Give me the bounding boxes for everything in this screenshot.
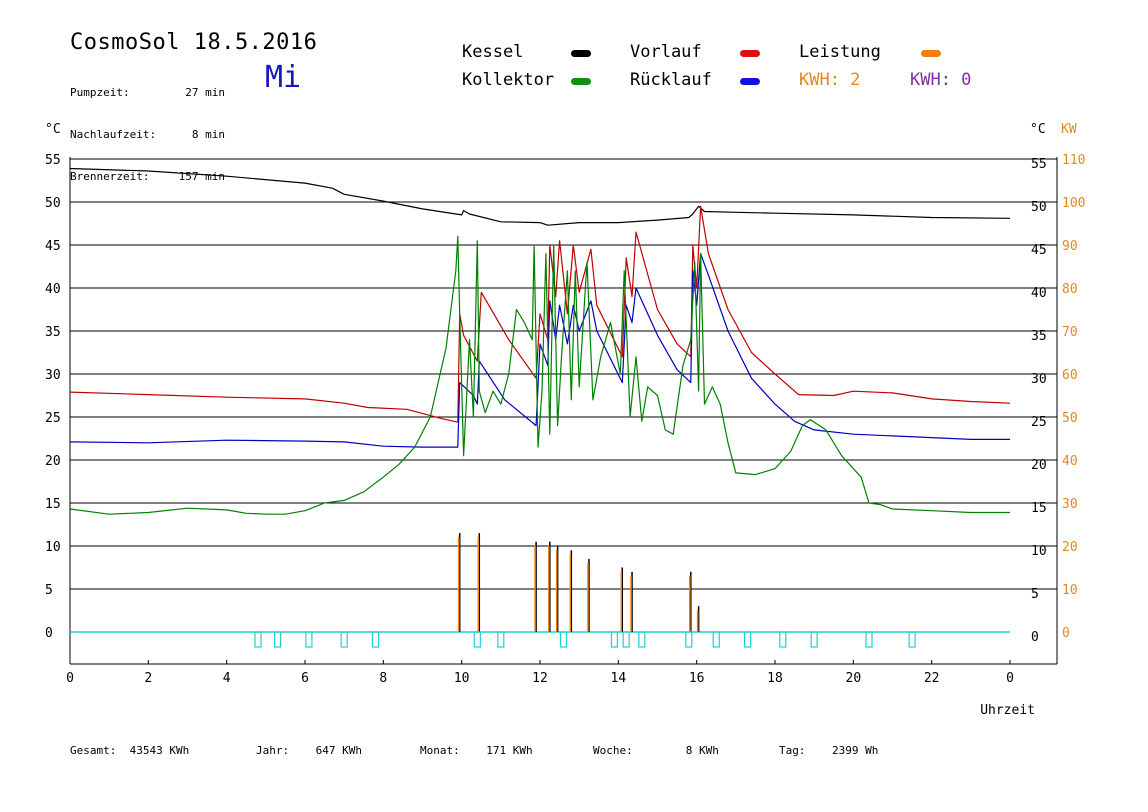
- pump-marker: [371, 631, 380, 648]
- y-tick-label: 25: [45, 411, 61, 426]
- y2-tick-label: 90: [1062, 239, 1078, 254]
- y-tick-label: 20: [45, 454, 61, 469]
- pump-marker: [743, 631, 752, 648]
- x-tick-label: 4: [223, 671, 231, 686]
- y2-tick-label: 30: [1062, 497, 1078, 512]
- legend-swatch-ruecklauf: [740, 78, 760, 85]
- y-tick-label-right: 10: [1031, 544, 1047, 559]
- y-tick-label: 40: [45, 282, 61, 297]
- pump-marker: [254, 631, 262, 648]
- pump-marker: [810, 631, 818, 648]
- pump-marker: [908, 631, 916, 648]
- runtime-info: Pumpzeit: 27 min Nachlaufzeit: 8 min Brenn…: [70, 58, 225, 198]
- y-tick-label: 10: [45, 540, 61, 555]
- y-tick-label: 50: [45, 196, 61, 211]
- legend-swatch-leistung: [921, 50, 941, 57]
- x-tick-label: 18: [767, 671, 783, 686]
- series-line-kollektor: [69, 235, 1010, 515]
- y-tick-label: 35: [45, 325, 61, 340]
- pump-marker: [340, 631, 348, 648]
- x-tick-label: 14: [611, 671, 627, 686]
- weekday-label: Mi: [265, 60, 302, 95]
- y-tick-label-right: 50: [1031, 200, 1047, 215]
- x-tick-label: 12: [532, 671, 548, 686]
- x-tick-label: 6: [301, 671, 309, 686]
- y-tick-label: 55: [45, 153, 61, 168]
- y2-tick-label: 80: [1062, 282, 1078, 297]
- y2-tick-label: 70: [1062, 325, 1078, 340]
- y-tick-label-right: 5: [1031, 587, 1039, 602]
- legend-label-leistung: Leistung: [799, 42, 881, 62]
- pump-marker: [559, 631, 568, 648]
- y2-tick-label: 0: [1062, 626, 1070, 641]
- x-tick-label: 0: [1006, 671, 1014, 686]
- y-tick-label: 0: [45, 626, 53, 641]
- y-axis-unit-right: °C: [1030, 122, 1046, 137]
- x-tick-label: 10: [454, 671, 470, 686]
- y-tick-label-right: 0: [1031, 630, 1039, 645]
- pump-marker: [638, 631, 646, 648]
- x-tick-label: 0: [66, 671, 74, 686]
- y-tick-label: 45: [45, 239, 61, 254]
- y-tick-label-right: 35: [1031, 329, 1047, 344]
- total-gesamt: Gesamt: 43543 KWh: [70, 744, 190, 757]
- y-tick-label-right: 25: [1031, 415, 1047, 430]
- kwh-purple-label: KWH: 0: [910, 70, 972, 90]
- follow-up-time: Nachlaufzeit: 8 min: [70, 128, 225, 141]
- y-axis-unit-left: °C: [45, 122, 61, 137]
- y2-tick-label: 10: [1062, 583, 1078, 598]
- y2-tick-label: 60: [1062, 368, 1078, 383]
- y-tick-label: 15: [45, 497, 61, 512]
- y2-tick-label: 20: [1062, 540, 1078, 555]
- y-tick-label-right: 15: [1031, 501, 1047, 516]
- series-line-kessel: [69, 167, 1011, 226]
- x-tick-label: 20: [846, 671, 862, 686]
- kwh-orange-label: KWH: 2: [799, 70, 861, 90]
- y-tick-label: 30: [45, 368, 61, 383]
- chart-title: CosmoSol 18.5.2016: [70, 30, 318, 55]
- pump-marker: [497, 631, 505, 648]
- y-tick-label: 5: [45, 583, 53, 598]
- legend-swatch-vorlauf: [740, 50, 760, 57]
- legend-label-kollektor: Kollektor: [462, 70, 555, 90]
- x-tick-label: 16: [689, 671, 705, 686]
- x-axis-label: Uhrzeit: [980, 703, 1035, 718]
- x-tick-label: 22: [924, 671, 940, 686]
- total-jahr: Jahr: 647 KWh: [256, 744, 362, 757]
- x-tick-label: 8: [379, 671, 387, 686]
- total-woche: Woche: 8 KWh: [593, 744, 719, 757]
- legend-label-kessel: Kessel: [462, 42, 524, 62]
- y-tick-label-right: 40: [1031, 286, 1047, 301]
- series-line-ruecklauf: [69, 253, 1010, 448]
- y-tick-label-right: 45: [1031, 243, 1047, 258]
- total-tag: Tag: 2399 Wh: [779, 744, 879, 757]
- pump-marker: [622, 631, 630, 648]
- legend-label-vorlauf: Vorlauf: [630, 42, 702, 62]
- legend-swatch-kollektor: [571, 78, 591, 85]
- pump-marker: [779, 631, 787, 648]
- x-tick-label: 2: [144, 671, 152, 686]
- pump-marker: [865, 631, 873, 648]
- total-monat: Monat: 171 KWh: [420, 744, 533, 757]
- legend-label-ruecklauf: Rücklauf: [630, 70, 712, 90]
- pump-marker: [712, 631, 720, 648]
- burner-time: Brennerzeit: 157 min: [70, 170, 225, 183]
- y2-tick-label: 110: [1062, 153, 1085, 168]
- pump-marker: [273, 631, 282, 648]
- y2-tick-label: 100: [1062, 196, 1085, 211]
- y2-tick-label: 50: [1062, 411, 1078, 426]
- pump-marker: [610, 631, 619, 648]
- legend-swatch-kessel: [571, 50, 591, 57]
- series-line-vorlauf: [69, 205, 1011, 423]
- pump-marker: [685, 631, 693, 648]
- y-tick-label-right: 55: [1031, 157, 1047, 172]
- pump-marker: [473, 631, 481, 648]
- y2-tick-label: 40: [1062, 454, 1078, 469]
- y2-axis-unit: KW: [1061, 122, 1077, 137]
- y-tick-label-right: 30: [1031, 372, 1047, 387]
- pump-time: Pumpzeit: 27 min: [70, 86, 225, 99]
- y-tick-label-right: 20: [1031, 458, 1047, 473]
- pump-marker: [305, 631, 313, 648]
